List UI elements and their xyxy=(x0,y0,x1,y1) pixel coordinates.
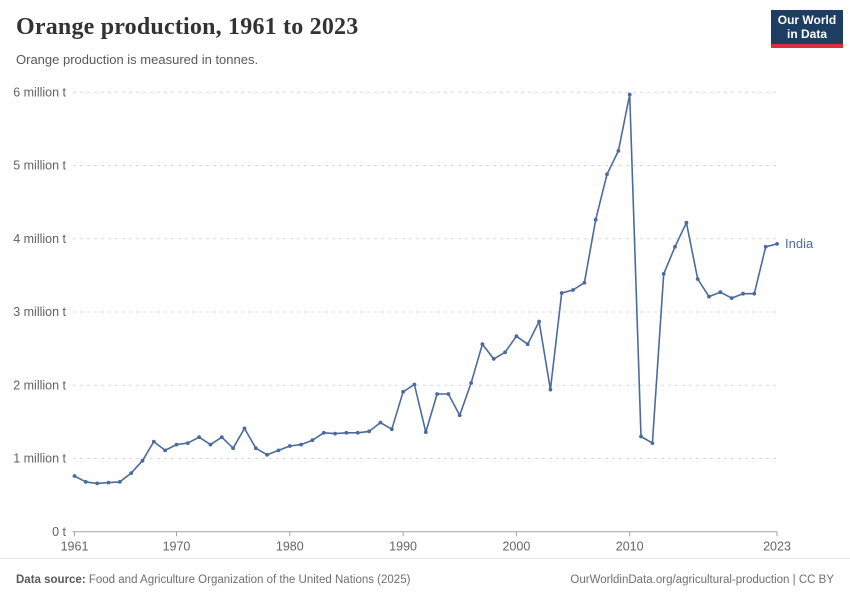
data-source-text: Food and Agriculture Organization of the… xyxy=(85,573,411,586)
data-source-note: Data source: Food and Agriculture Organi… xyxy=(16,574,410,586)
data-point[interactable] xyxy=(741,291,745,296)
data-point[interactable] xyxy=(231,446,236,451)
data-point[interactable] xyxy=(593,217,598,222)
data-point[interactable] xyxy=(616,149,621,153)
data-point[interactable] xyxy=(729,296,734,300)
data-point[interactable] xyxy=(639,434,643,439)
data-point[interactable] xyxy=(401,389,405,394)
data-point[interactable] xyxy=(423,430,428,434)
data-point[interactable] xyxy=(129,471,134,475)
data-point[interactable] xyxy=(355,430,360,435)
y-tick-label: 3 million t xyxy=(13,305,66,319)
owid-logo-line2: in Data xyxy=(786,27,827,41)
data-point[interactable] xyxy=(333,431,337,436)
data-point[interactable] xyxy=(117,480,122,484)
x-tick-label: 1970 xyxy=(163,540,191,554)
x-tick-label: 1980 xyxy=(276,540,304,554)
data-source-label: Data source: xyxy=(16,573,86,586)
data-point[interactable] xyxy=(752,291,757,296)
owid-logo: Our World in Data xyxy=(771,10,843,48)
series-line[interactable] xyxy=(73,93,778,485)
data-point[interactable] xyxy=(571,288,575,292)
data-point[interactable] xyxy=(276,448,281,453)
y-tick-label: 2 million t xyxy=(13,378,66,392)
data-point[interactable] xyxy=(650,441,655,445)
data-point[interactable] xyxy=(287,444,292,448)
y-tick-label: 4 million t xyxy=(13,232,66,246)
india-series[interactable] xyxy=(72,92,779,486)
data-point[interactable] xyxy=(163,448,168,453)
data-point[interactable] xyxy=(684,220,689,225)
x-tick-label: 2010 xyxy=(616,540,644,554)
data-point[interactable] xyxy=(673,244,677,249)
x-axis-ticks xyxy=(74,531,778,537)
data-point[interactable] xyxy=(378,420,383,425)
footer-attribution: OurWorldinData.org/agricultural-producti… xyxy=(570,574,834,586)
data-point[interactable] xyxy=(321,430,326,435)
footer-separator: | xyxy=(789,573,799,586)
data-point[interactable] xyxy=(446,392,451,396)
data-point[interactable] xyxy=(605,172,609,177)
y-gridlines xyxy=(72,91,777,533)
data-point[interactable] xyxy=(480,342,485,347)
data-point[interactable] xyxy=(514,334,519,339)
entity-label-india[interactable]: India xyxy=(785,236,814,251)
chart-footer: Data source: Food and Agriculture Organi… xyxy=(0,558,850,600)
chart-subtitle: Orange production is measured in tonnes. xyxy=(16,52,259,67)
data-point[interactable] xyxy=(242,426,247,431)
page-title: Orange production, 1961 to 2023 xyxy=(16,14,359,40)
data-point[interactable] xyxy=(525,342,530,347)
data-point[interactable] xyxy=(627,92,632,97)
y-tick-label: 6 million t xyxy=(13,86,66,100)
data-point[interactable] xyxy=(72,474,77,478)
data-point[interactable] xyxy=(457,413,462,418)
x-tick-label: 2000 xyxy=(502,540,530,554)
data-point[interactable] xyxy=(185,441,190,445)
data-point[interactable] xyxy=(174,442,179,447)
data-point[interactable] xyxy=(219,435,224,440)
y-axis-labels: 0 t 1 million t 2 million t 3 million t 4 mi… xyxy=(13,86,66,539)
data-point[interactable] xyxy=(344,430,349,435)
data-point[interactable] xyxy=(582,280,587,285)
data-point[interactable] xyxy=(265,452,269,457)
owid-logo-line1: Our World xyxy=(777,13,837,27)
data-point[interactable] xyxy=(197,435,202,440)
data-point[interactable] xyxy=(718,290,723,295)
data-point[interactable] xyxy=(695,277,700,281)
data-point[interactable] xyxy=(707,294,711,299)
data-point[interactable] xyxy=(763,244,768,249)
license-badge: CC BY xyxy=(798,573,834,586)
y-tick-label: 0 t xyxy=(52,525,66,539)
x-tick-label: 2023 xyxy=(763,540,791,554)
data-point[interactable] xyxy=(151,439,156,444)
y-tick-label: 1 million t xyxy=(13,452,66,466)
data-point[interactable] xyxy=(503,350,507,355)
data-point[interactable] xyxy=(435,392,439,396)
data-point[interactable] xyxy=(253,446,258,451)
data-point[interactable] xyxy=(548,387,553,392)
data-point[interactable] xyxy=(299,442,303,447)
x-tick-label: 1990 xyxy=(389,540,417,554)
owid-url-link[interactable]: OurWorldinData.org/agricultural-producti… xyxy=(570,573,790,586)
data-point[interactable] xyxy=(775,242,779,246)
x-axis-labels: 1961 1970 1980 1990 2000 2010 2023 xyxy=(61,540,791,554)
data-point[interactable] xyxy=(389,427,394,432)
data-point[interactable] xyxy=(83,480,88,484)
data-point[interactable] xyxy=(537,319,541,324)
data-point[interactable] xyxy=(106,480,111,485)
data-point[interactable] xyxy=(559,291,564,295)
y-tick-label: 5 million t xyxy=(13,159,66,173)
data-point[interactable] xyxy=(412,382,417,387)
data-point[interactable] xyxy=(661,272,666,276)
data-point[interactable] xyxy=(208,442,213,447)
data-point[interactable] xyxy=(95,481,100,486)
data-point[interactable] xyxy=(491,357,496,361)
data-point[interactable] xyxy=(310,438,315,443)
data-point[interactable] xyxy=(367,429,371,434)
x-tick-label: 1961 xyxy=(61,540,89,554)
data-point[interactable] xyxy=(140,458,145,463)
data-point[interactable] xyxy=(469,381,473,385)
